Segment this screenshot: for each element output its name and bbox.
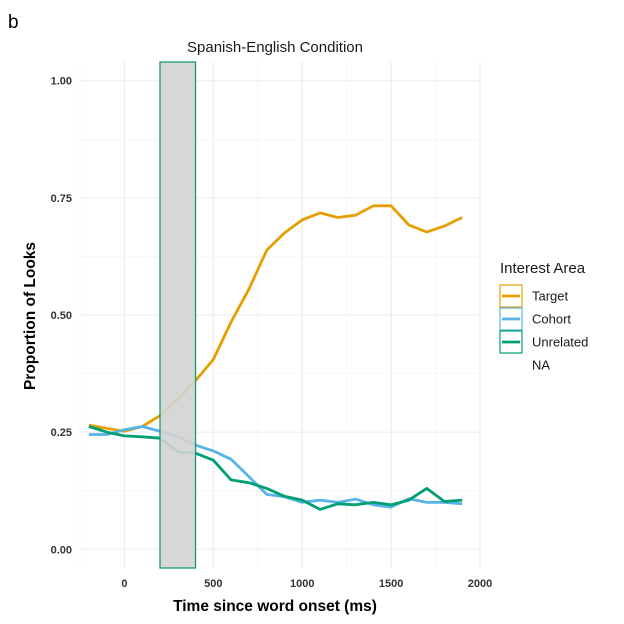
x-tick-label: 0 [121,578,127,590]
series-lines [88,204,463,511]
y-tick-label: 0.00 [51,544,72,556]
y-tick-label: 0.50 [51,310,72,322]
series-line-target [88,204,463,433]
legend-key-cohort [499,307,523,331]
y-axis-ticks: 0.00 0.25 0.50 0.75 1.00 [51,76,72,557]
x-axis-title: Time since word onset (ms) [173,598,377,615]
y-tick-label: 0.25 [51,427,72,439]
shaded-region [159,61,197,569]
legend-key-target [499,284,523,308]
x-tick-label: 500 [204,578,222,590]
x-axis-ticks: 0 500 1000 1500 2000 [121,578,492,590]
panel-tag: b [8,12,19,33]
x-tick-label: 2000 [468,578,492,590]
legend-label-unrelated: Unrelated [532,335,588,350]
legend-label-na: NA [532,358,550,373]
y-tick-label: 1.00 [51,76,72,88]
x-tick-label: 1500 [379,578,403,590]
chart-title: Spanish-English Condition [187,39,363,56]
y-tick-label: 0.75 [51,193,72,205]
legend: Interest Area Target Cohort Unrelated NA [499,260,588,373]
legend-label-target: Target [532,289,569,304]
shaded-window-rect [159,61,197,569]
y-axis-title: Proportion of Looks [22,242,39,390]
x-tick-label: 1000 [290,578,314,590]
series-line-cohort [88,425,463,509]
legend-key-unrelated [499,330,523,354]
legend-label-cohort: Cohort [532,312,571,327]
series-line-unrelated [88,425,463,511]
legend-title: Interest Area [500,260,586,277]
